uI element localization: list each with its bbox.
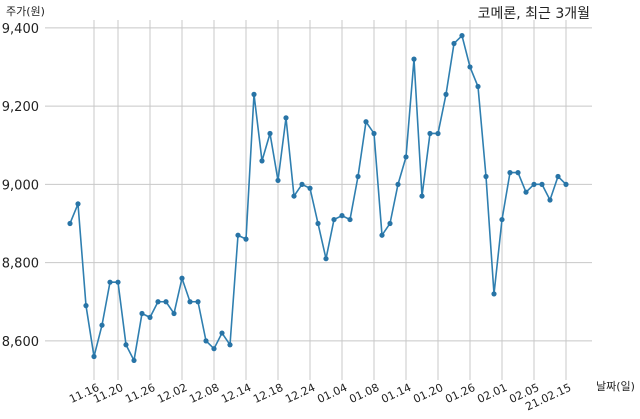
data-point	[123, 342, 129, 348]
data-point	[363, 119, 369, 125]
data-point	[179, 275, 185, 281]
data-point	[523, 189, 529, 195]
data-point	[419, 193, 425, 199]
x-tick-label: 01.08	[347, 381, 381, 406]
series-line	[69, 34, 567, 363]
data-point	[483, 173, 489, 180]
x-tick-label: 12.14	[219, 381, 253, 406]
data-point	[443, 91, 449, 97]
data-point	[163, 299, 169, 305]
data-point	[147, 314, 153, 320]
data-point	[539, 181, 545, 187]
x-tick-label: 12.18	[251, 381, 285, 406]
x-tick-label: 11.26	[123, 381, 157, 406]
data-point	[355, 173, 361, 180]
data-point	[531, 181, 537, 187]
data-point	[371, 130, 377, 137]
data-point	[339, 213, 345, 219]
x-axis-label: 날짜(일)	[596, 379, 635, 393]
data-point	[131, 357, 137, 364]
data-point	[171, 310, 177, 317]
data-point	[91, 353, 97, 360]
data-point	[195, 299, 201, 305]
data-point	[387, 220, 393, 227]
data-point	[491, 291, 497, 297]
y-axis-label: 주가(원)	[6, 5, 45, 18]
data-point	[331, 216, 337, 223]
data-point	[283, 115, 289, 121]
data-point	[307, 185, 313, 191]
y-tick-label: 8,600	[2, 335, 39, 350]
y-tick-labels: 8,600 8,800 9,000 9,200 9,400	[2, 22, 39, 350]
data-point	[459, 33, 465, 39]
x-tick-labels: 11.1611.2011.2612.0212.0812.1412.1812.24…	[67, 381, 573, 413]
data-point	[451, 40, 457, 47]
y-tick-label: 9,400	[2, 22, 39, 37]
data-point	[435, 130, 441, 137]
data-point	[243, 236, 249, 242]
data-point	[563, 181, 569, 187]
data-point	[347, 216, 353, 223]
chart-title: 코메론, 최근 3개월	[478, 6, 590, 22]
data-point	[211, 346, 217, 352]
x-tick-label: 12.24	[283, 381, 317, 406]
data-point	[411, 56, 417, 62]
data-point	[227, 342, 233, 348]
x-tick-label: 02.01	[475, 381, 509, 406]
x-tick-label: 01.14	[379, 381, 413, 406]
data-point	[139, 310, 145, 317]
data-point	[75, 201, 81, 207]
x-tick-label: 01.26	[443, 381, 477, 406]
x-tick-label: 01.04	[315, 381, 349, 406]
data-point	[379, 232, 385, 238]
data-point	[115, 279, 121, 285]
data-point	[547, 197, 553, 203]
data-point	[235, 232, 241, 238]
data-point	[315, 220, 321, 227]
data-point	[555, 173, 561, 180]
data-point	[219, 330, 225, 336]
data-point	[323, 256, 329, 262]
data-point	[467, 64, 473, 70]
data-point	[83, 303, 89, 309]
x-tick-label: 12.08	[187, 381, 221, 406]
x-tick-label: 12.02	[155, 381, 189, 406]
data-point	[299, 181, 305, 187]
data-point	[427, 130, 433, 137]
data-point	[187, 299, 193, 305]
data-point	[67, 220, 73, 227]
data-point	[475, 83, 481, 90]
y-tick-label: 8,800	[2, 257, 39, 272]
data-point	[275, 177, 281, 184]
y-tick-label: 9,000	[2, 178, 39, 193]
data-point	[507, 170, 513, 176]
data-point	[395, 181, 401, 187]
data-point	[99, 322, 105, 328]
data-point	[259, 158, 265, 164]
data-point	[107, 279, 113, 285]
data-point	[155, 299, 161, 305]
data-point	[251, 91, 257, 97]
data-point	[267, 130, 273, 137]
data-point	[203, 338, 209, 344]
data-point	[403, 154, 409, 160]
data-points	[67, 33, 569, 364]
data-point	[499, 216, 505, 223]
y-tick-label: 9,200	[2, 100, 39, 115]
grid-lines	[45, 20, 592, 380]
x-tick-label: 01.20	[411, 381, 445, 406]
data-point	[515, 170, 521, 176]
data-point	[291, 193, 297, 199]
